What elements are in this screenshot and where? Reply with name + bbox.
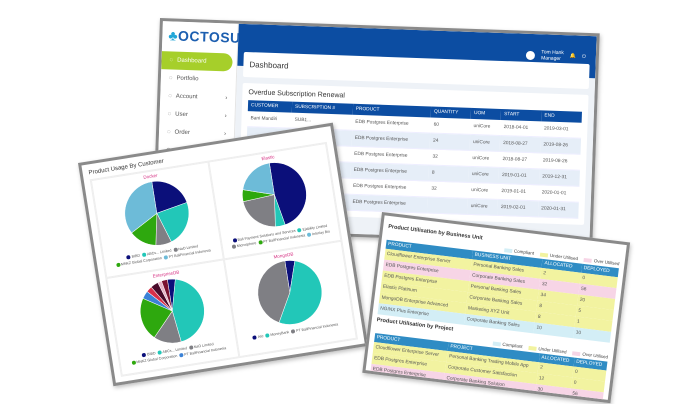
pie-slice[interactable]: [239, 162, 275, 199]
pie-chart: Elastic Bali Payment Solutions and Servic…: [208, 142, 342, 260]
gauge-icon: ◌: [168, 75, 173, 82]
table-cell: 2019-08-26: [540, 136, 582, 155]
legend-dot-icon: [115, 262, 121, 268]
legend-item[interactable]: MNKZ Global Corporation: [115, 256, 162, 268]
pie-slice[interactable]: [155, 202, 192, 243]
table-cell: uniCore: [470, 118, 501, 136]
legend-item[interactable]: Alic: [252, 334, 264, 340]
pie-svg: [239, 158, 311, 231]
table-cell: 2019-01-01: [498, 183, 540, 201]
pie-slice[interactable]: [269, 257, 326, 326]
users-icon: ◌: [167, 111, 172, 118]
legend-item[interactable]: Interlay Bio: [306, 230, 330, 238]
table-cell: uniCore: [468, 166, 500, 184]
pie-svg: [253, 257, 326, 326]
chevron-right-icon: ›: [223, 131, 227, 138]
chevron-right-icon: ›: [224, 113, 227, 120]
table-cell: 2020-01-01: [538, 184, 580, 203]
table-cell: uniCore: [469, 134, 501, 152]
table-cell: 2019-12-31: [539, 168, 580, 187]
nav-label: Dashboard: [176, 57, 207, 65]
chevron-right-icon: ›: [225, 95, 228, 102]
legend-dot-icon: [258, 240, 263, 245]
pie-chart: Docker BIBD ABCs... Limited NaO Limited MNKZ…: [90, 161, 224, 278]
table-cell: uniCore: [469, 150, 500, 168]
octopus-icon: ♣: [168, 27, 179, 44]
user-role: Manager: [541, 55, 561, 63]
table-cell: 2018-04-01: [500, 119, 542, 137]
pie-slice[interactable]: [160, 279, 173, 313]
nav-label: Portfolio: [176, 75, 199, 83]
table-cell: 2019-08-26: [539, 152, 581, 171]
legend-dot-icon: [131, 360, 136, 366]
pie-slice[interactable]: [242, 194, 279, 231]
nav-label: Order: [174, 129, 191, 137]
home-icon: ◌: [169, 57, 174, 64]
table-cell: [427, 196, 469, 215]
table-cell: Bani Mandiri: [247, 111, 292, 129]
product-usage-panel: Product Usage By Customer Docker BIBD ABCs…: [78, 122, 369, 387]
table-cell: 2018-08-27: [499, 135, 541, 153]
legend-item[interactable]: BIBD: [141, 351, 156, 358]
table-cell: EDB Postgres Enterprise: [349, 194, 429, 213]
table-cell: 32: [429, 148, 470, 167]
table-cell: 2019-03-01: [540, 121, 582, 139]
pie-chart: MongoDB Alic MoneyBank PT BaliFinancial Ind…: [223, 240, 357, 358]
table-cell: uniCore: [467, 198, 499, 216]
user-icon: ◌: [168, 93, 172, 100]
legend-dot-icon: [141, 252, 147, 258]
legend-dot-icon: [188, 345, 194, 350]
pie-slice[interactable]: [120, 181, 159, 234]
pie-slice[interactable]: [268, 158, 311, 226]
pie-slice[interactable]: [138, 294, 176, 339]
table-cell: 2020-01-31: [537, 200, 579, 219]
legend-dot-icon: [306, 232, 312, 238]
pie-slice[interactable]: [151, 177, 187, 214]
logo: ♣OCTOSUM: [168, 27, 254, 47]
table-cell: uniCore: [468, 182, 499, 200]
pie-slice[interactable]: [167, 276, 208, 343]
table-cell: 2019-02-01: [497, 199, 539, 217]
table-cell: 32: [428, 180, 469, 199]
pie-svg: [120, 177, 192, 246]
legend-item[interactable]: MNKZ Global Corporation: [131, 354, 178, 366]
legend-item[interactable]: BIBD: [126, 253, 140, 260]
legend-dot-icon: [265, 333, 270, 338]
pie-chart: EnterpriseDB BIBD ABCs... Limited NaO Limit…: [106, 259, 240, 376]
table-cell: 24: [429, 133, 471, 151]
bell-icon[interactable]: 🔔: [569, 53, 577, 60]
nav-label: Account: [175, 93, 198, 101]
avatar[interactable]: [526, 50, 536, 60]
legend-dot-icon: [163, 255, 169, 260]
legend-dot-icon: [178, 353, 184, 358]
utilisation-panel: Product Utilisation by Business Unit Comp…: [362, 212, 631, 404]
table-cell: 2018-08-27: [499, 151, 541, 169]
clipboard-icon: ◌: [166, 129, 171, 136]
legend-dot-icon: [231, 244, 237, 250]
legend-dot-icon: [232, 238, 237, 243]
legend-dot-icon: [290, 329, 296, 334]
legend-dot-icon: [157, 350, 162, 355]
pie-svg: [138, 276, 208, 344]
power-icon[interactable]: ⏻: [581, 53, 587, 60]
table-cell: 8: [428, 164, 470, 183]
legend-dot-icon: [173, 247, 178, 253]
nav-label: User: [175, 111, 188, 119]
table-cell: 60: [430, 117, 471, 135]
pie-slice[interactable]: [253, 260, 294, 325]
user-info[interactable]: Tom Hank Manager: [541, 49, 564, 62]
table-cell: 2019-01-01: [498, 167, 540, 185]
